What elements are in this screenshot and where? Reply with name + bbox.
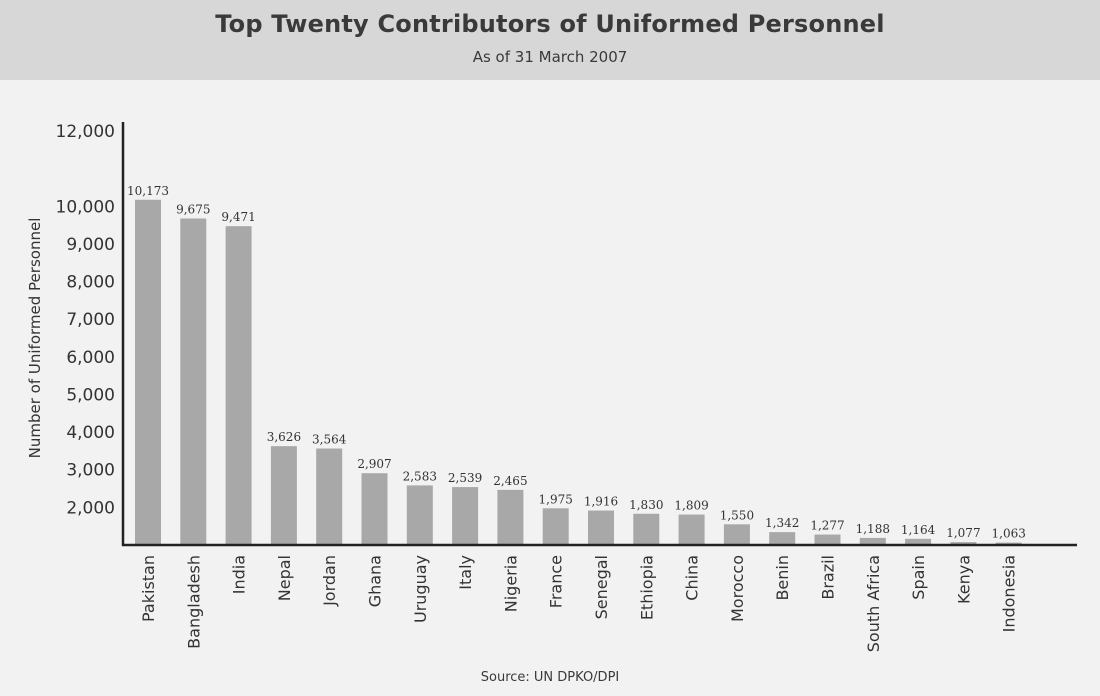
bar: [814, 534, 841, 545]
bar: [270, 446, 297, 545]
bar: [678, 514, 705, 545]
value-label: 3,626: [267, 430, 301, 444]
title-band: Top Twenty Contributors of Uniformed Per…: [0, 0, 1100, 80]
x-tick-label: India: [230, 555, 249, 594]
bar: [905, 538, 932, 545]
value-label: 1,277: [810, 519, 844, 533]
value-label: 2,583: [403, 469, 437, 483]
value-label: 1,830: [629, 498, 663, 512]
y-tick-label: 2,000: [66, 498, 115, 518]
bar: [950, 542, 977, 545]
bar: [588, 510, 614, 545]
bar: [769, 532, 796, 545]
bar: [497, 489, 524, 545]
bar: [633, 513, 660, 545]
bar: [452, 487, 479, 545]
y-tick-label: 9,000: [66, 235, 115, 255]
bar: [361, 473, 388, 545]
chart-subtitle: As of 31 March 2007: [472, 48, 628, 66]
value-label: 1,809: [674, 499, 708, 513]
x-tick-label: Spain: [909, 555, 928, 600]
x-tick-label: Brazil: [819, 555, 838, 600]
y-tick-label: 8,000: [66, 273, 115, 293]
x-tick-label: Italy: [456, 555, 475, 590]
x-tick-label: France: [547, 555, 566, 608]
bar: [723, 524, 750, 545]
y-tick-label: 4,000: [66, 423, 115, 443]
x-tick-label: Bangladesh: [184, 555, 203, 649]
value-label: 2,465: [493, 474, 527, 488]
value-label: 2,907: [357, 457, 391, 471]
x-tick-label: Senegal: [592, 555, 611, 619]
x-tick-label: South Africa: [864, 555, 883, 652]
x-tick-label: Morocco: [728, 555, 747, 622]
x-tick-label: Nepal: [275, 555, 294, 601]
chart-title: Top Twenty Contributors of Uniformed Per…: [215, 10, 885, 38]
value-label: 2,539: [448, 471, 482, 485]
bar: [859, 537, 886, 545]
bar: [135, 199, 161, 545]
bar: [225, 226, 252, 545]
x-tick-label: Ghana: [366, 555, 385, 607]
value-label: 1,063: [992, 527, 1026, 541]
bar: [406, 485, 433, 545]
value-label: 1,916: [584, 495, 618, 509]
x-tick-label: Jordan: [320, 555, 339, 607]
value-label: 1,342: [765, 516, 799, 530]
x-tick-label: Indonesia: [1000, 555, 1019, 632]
bar: [316, 448, 343, 545]
bar: [542, 508, 569, 545]
source-note: Source: UN DPKO/DPI: [480, 670, 620, 685]
bar: [180, 218, 207, 545]
x-tick-label: Benin: [773, 555, 792, 601]
x-tick-label: Kenya: [954, 555, 973, 604]
y-tick-label: 7,000: [66, 310, 115, 330]
value-label: 10,173: [127, 184, 169, 198]
y-tick-label: 12,000: [56, 122, 115, 142]
value-label: 9,471: [221, 210, 255, 224]
value-label: 1,077: [946, 526, 980, 540]
value-label: 1,975: [539, 492, 573, 506]
value-label: 9,675: [176, 203, 210, 217]
y-tick-label: 6,000: [66, 348, 115, 368]
value-label: 1,550: [720, 508, 754, 522]
x-tick-label: China: [683, 555, 702, 601]
y-axis-label: Number of Uniformed Personnel: [26, 218, 44, 459]
y-tick-label: 10,000: [56, 197, 115, 217]
value-label: 3,564: [312, 433, 347, 447]
value-label: 1,188: [856, 522, 890, 536]
y-tick-label: 3,000: [66, 461, 115, 481]
x-tick-label: Ethiopia: [637, 555, 656, 620]
x-tick-label: Uruguay: [411, 555, 430, 623]
x-tick-label: Pakistan: [139, 555, 158, 622]
value-label: 1,164: [901, 523, 936, 537]
y-tick-label: 5,000: [66, 385, 115, 405]
x-tick-label: Nigeria: [501, 555, 520, 612]
